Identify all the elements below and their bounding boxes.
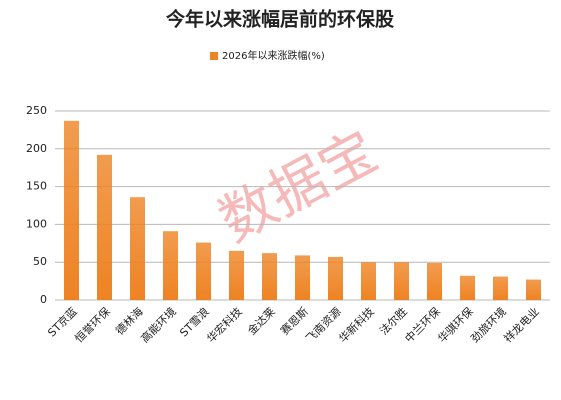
legend-label: 2026年以来涨跌幅(%) — [222, 49, 325, 62]
bar — [196, 242, 211, 300]
y-tick-label: 0 — [40, 293, 47, 306]
bar — [361, 262, 376, 300]
y-tick-label: 250 — [26, 104, 47, 117]
bar — [130, 197, 145, 300]
y-tick-label: 150 — [26, 180, 47, 193]
bar — [328, 256, 343, 300]
bar — [163, 231, 178, 300]
x-tick-label: 高能环境 — [138, 304, 179, 345]
bar — [526, 279, 541, 300]
legend-swatch — [210, 52, 218, 60]
x-tick-label: 祥龙电业 — [501, 304, 542, 345]
bar — [460, 275, 475, 300]
bar — [229, 250, 244, 300]
bar — [262, 253, 277, 300]
bar — [394, 262, 409, 300]
y-tick-label: 50 — [33, 255, 47, 268]
x-tick-label: 恒誉环保 — [72, 304, 113, 345]
bar — [97, 154, 112, 300]
x-tick-label: 飞南资源 — [303, 304, 344, 345]
bar — [64, 120, 79, 300]
x-tick-label: 华新科技 — [336, 304, 377, 345]
chart-title: 今年以来涨幅居前的环保股 — [165, 8, 394, 31]
x-tick-label: 中兰环保 — [402, 304, 443, 345]
y-tick-label: 200 — [26, 142, 47, 155]
bar — [295, 255, 310, 300]
x-tick-label: 金达莱 — [245, 304, 278, 337]
x-tick-label: 劲旅环境 — [468, 304, 509, 345]
bar — [493, 276, 508, 300]
x-tick-label: 华骐环保 — [435, 304, 476, 345]
bar — [427, 262, 442, 300]
x-tick-label: 华宏科技 — [204, 304, 245, 345]
y-tick-label: 100 — [26, 217, 47, 230]
